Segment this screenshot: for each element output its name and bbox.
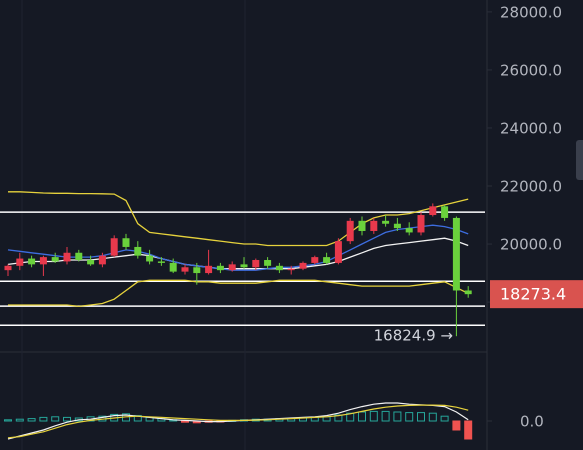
candle-body (87, 260, 95, 265)
candle-body (264, 260, 272, 266)
candle-body (252, 260, 260, 268)
candle-body (146, 255, 154, 262)
histogram-bar (393, 411, 402, 422)
candle-body (240, 264, 248, 268)
candle-body (417, 215, 425, 233)
candle-body (216, 265, 224, 271)
histogram-bar (181, 420, 189, 423)
y-tick-label: 0.0 (520, 413, 544, 431)
histogram-bar (39, 416, 48, 422)
y-tick-label: 22000.0 (500, 178, 562, 196)
overlay-line (7, 224, 469, 271)
candle-body (464, 290, 472, 295)
histogram-bar (440, 415, 449, 422)
candle-body (39, 257, 47, 265)
candle-body (122, 238, 130, 247)
candle-body (193, 267, 201, 274)
candle-body (323, 257, 331, 263)
indicator-line (7, 404, 469, 439)
candle-body (228, 264, 236, 271)
candle-body (181, 267, 189, 272)
histogram-bar (51, 416, 60, 422)
histogram-bar (27, 418, 36, 422)
candle-body (157, 261, 165, 263)
candle-body (75, 252, 83, 261)
histogram-bar (417, 412, 425, 422)
candle-body (275, 265, 283, 271)
candle-body (311, 257, 319, 263)
price-label-bg (490, 280, 583, 309)
histogram-bar (4, 419, 12, 422)
candle-body (452, 217, 460, 291)
candle-body (98, 255, 106, 265)
price-label: 18273.4 (500, 285, 566, 304)
histogram-bar (63, 416, 71, 422)
candle-body (205, 265, 213, 274)
candle-body (63, 252, 71, 262)
overlay-line (8, 191, 469, 247)
histogram-bar (381, 410, 390, 422)
low-marker: 16824.9 → (374, 327, 453, 345)
candle-body (16, 258, 24, 266)
candle-body (382, 220, 390, 224)
candle-body (169, 262, 177, 272)
candle-body (110, 238, 118, 256)
histogram-bar (452, 420, 461, 431)
overlay-line (7, 237, 469, 270)
candle-body (358, 220, 366, 231)
histogram-bar (464, 420, 473, 440)
candle-body (405, 228, 413, 233)
y-tick-label: 20000.0 (500, 236, 562, 254)
candle-body (134, 246, 142, 256)
side-tab[interactable] (576, 140, 583, 180)
candle-body (28, 258, 36, 265)
histogram-bar (15, 418, 24, 422)
y-tick-label: 24000.0 (500, 119, 562, 137)
candle-body (429, 206, 437, 216)
candle-body (299, 262, 307, 269)
histogram-bar (428, 412, 437, 422)
candle-body (287, 268, 295, 271)
candle-body (370, 220, 378, 231)
histogram-bar (369, 410, 378, 422)
y-tick-label: 28000.0 (500, 3, 562, 21)
candle-body (51, 257, 59, 262)
candle-body (346, 220, 354, 242)
histogram-bar (405, 412, 414, 422)
candle-body (4, 265, 12, 271)
y-tick-label: 26000.0 (500, 61, 562, 79)
overlay-line (8, 279, 469, 308)
candle-body (334, 241, 342, 263)
candle-body (393, 223, 401, 229)
candle-body (441, 206, 449, 218)
